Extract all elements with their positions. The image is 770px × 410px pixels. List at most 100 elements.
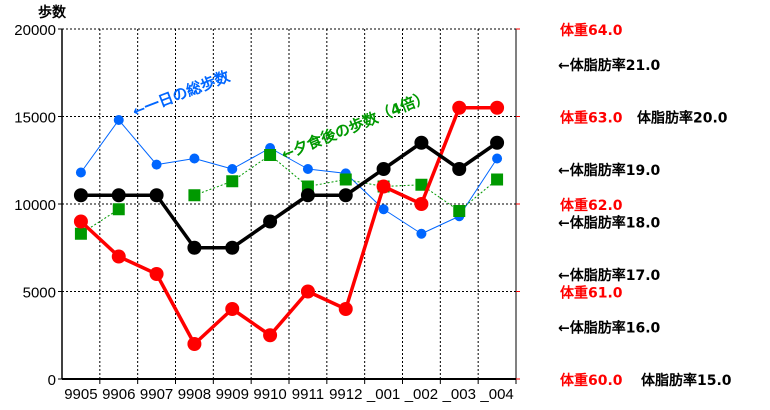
series-line-segment [420, 141, 461, 171]
body-fat-axis-label: ←体脂肪率17.0 [558, 267, 661, 284]
body-fat-axis-label: ←体脂肪率19.0 [558, 162, 661, 179]
x-tick-label: 9906 [102, 386, 135, 403]
data-point-circle [414, 197, 429, 211]
data-point-circle [149, 267, 164, 281]
data-point-circle [73, 188, 88, 203]
series-weight-2 [73, 100, 505, 351]
data-point-circle [263, 214, 278, 229]
data-point-square [264, 149, 277, 161]
data-point-circle [338, 188, 353, 203]
series-line-segment [269, 147, 309, 170]
data-point-square [74, 227, 87, 240]
series-line-segment [232, 147, 271, 170]
series-fat-3 [73, 135, 505, 255]
y-tick-label: 15000 [14, 110, 56, 127]
series-line-segment [194, 180, 233, 196]
data-point-circle [490, 135, 505, 150]
axis-labels: 0 5000 10000 15000 20000 9905 9906 9907 9908 9909… [14, 22, 732, 403]
data-point-square [415, 178, 428, 191]
x-tick-label: 9909 [216, 386, 249, 403]
data-point-square [226, 175, 239, 188]
x-tick-label: 9908 [178, 386, 211, 403]
series-line-segment [231, 307, 272, 337]
series-line-segment [382, 141, 423, 171]
axes [58, 28, 520, 384]
series-line-segment [383, 208, 422, 235]
series-line-segment [269, 154, 309, 187]
data-point-circle [376, 162, 391, 176]
data-point-dot [302, 164, 313, 174]
series-layer [73, 100, 505, 351]
x-tick-label: _004 [479, 386, 513, 403]
weight-axis-label: 体重62.0 [560, 197, 623, 214]
data-point-circle [376, 179, 391, 194]
data-point-circle [187, 337, 202, 351]
body-fat-axis-label: ←体脂肪率18.0 [558, 215, 661, 232]
data-point-square [491, 173, 504, 186]
series-line-segment [155, 194, 196, 249]
data-point-circle [300, 188, 315, 203]
data-point-square [453, 205, 466, 217]
series-line-segment [268, 290, 310, 337]
data-point-circle [225, 240, 240, 255]
data-point-square [339, 173, 352, 186]
series-line-segment [458, 141, 499, 171]
y-axis-title: 歩数 [38, 4, 67, 21]
series-line-segment [193, 307, 234, 346]
data-point-circle [225, 302, 240, 316]
data-point-circle [149, 188, 164, 203]
body-fat-axis-label: 体脂肪率15.0 [641, 372, 732, 389]
series-line-segment [79, 220, 120, 258]
data-point-dot [378, 204, 389, 215]
series-line-segment [269, 193, 309, 223]
series-line-segment [118, 119, 157, 165]
body-fat-axis-label: 体脂肪率20.0 [637, 110, 728, 127]
data-point-dot [75, 167, 86, 178]
data-point-circle [452, 100, 467, 115]
data-point-dot [227, 164, 238, 174]
weight-axis-label: 体重61.0 [560, 285, 623, 302]
data-point-dot [151, 159, 162, 170]
series-line-segment [458, 158, 498, 217]
series-line-segment [458, 179, 498, 212]
x-tick-label: 9905 [64, 386, 97, 403]
y-tick-label: 0 [48, 372, 56, 389]
series-line-segment [307, 179, 346, 187]
series-line-segment [80, 208, 120, 235]
y-tick-label: 20000 [14, 22, 56, 39]
body-fat-axis-label: ←体脂肪率21.0 [558, 57, 661, 74]
series-line-segment [307, 168, 346, 174]
grid [62, 28, 516, 379]
series-line-segment [231, 220, 272, 250]
data-point-dot [113, 115, 124, 125]
data-point-circle [414, 135, 429, 150]
series-line-segment [344, 185, 386, 310]
data-point-dot [492, 153, 503, 164]
y-tick-label: 10000 [14, 197, 56, 214]
annotation-total-steps: ←一日の総歩数 [130, 67, 233, 121]
x-tick-label: _001 [366, 386, 400, 403]
series-line-segment [156, 158, 195, 166]
data-point-circle [111, 188, 126, 203]
data-point-circle [300, 284, 315, 299]
series-line-segment [155, 273, 196, 345]
y-tick-label: 5000 [23, 285, 56, 302]
series-line-segment [194, 158, 233, 170]
series-line-segment [80, 119, 120, 173]
data-point-circle [338, 302, 353, 316]
data-point-square [188, 189, 201, 202]
x-tick-label: _003 [442, 386, 476, 403]
data-point-circle [73, 214, 88, 229]
data-point-circle [263, 328, 278, 343]
x-tick-label: 9910 [253, 386, 286, 403]
series-line-segment [344, 167, 385, 197]
data-point-circle [111, 249, 126, 264]
series-line-segment [421, 215, 460, 235]
body-fat-axis-label: ←体脂肪率16.0 [558, 320, 661, 337]
data-point-circle [490, 100, 505, 115]
weight-axis-label: 体重63.0 [560, 110, 623, 127]
x-tick-label: 9911 [292, 386, 324, 403]
x-tick-label: 9907 [140, 386, 173, 403]
weight-axis-label: 体重64.0 [560, 22, 623, 39]
